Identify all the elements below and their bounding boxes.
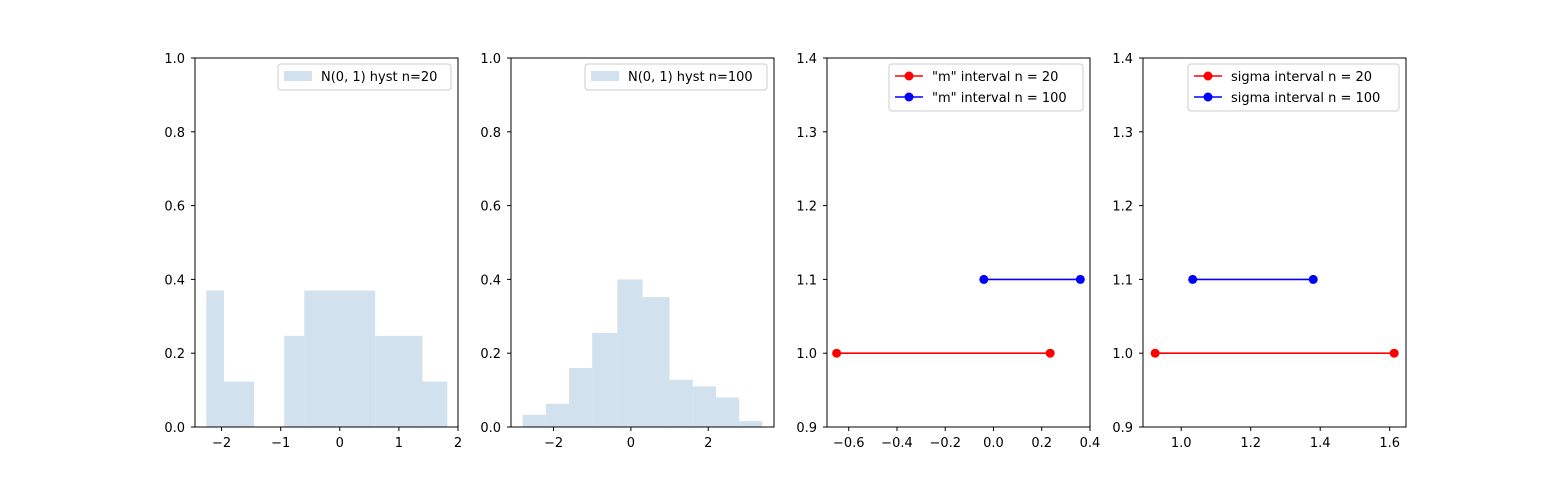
x-tick-label: 2 (454, 436, 462, 451)
histogram-bar (522, 414, 546, 427)
histogram-bar (739, 421, 763, 427)
legend-swatch (284, 71, 312, 81)
y-tick-label: 0.9 (1112, 421, 1133, 436)
y-tick-label: 0.0 (480, 421, 501, 436)
y-tick-label: 0.8 (164, 126, 185, 141)
subplot-2: −2 0 2 0.0 0.2 0.4 0.6 0.8 1.0 N(0, 1) hyst n=100 (480, 52, 775, 451)
x-tick-label: 1.4 (1310, 436, 1331, 451)
legend-label: sigma interval n = 20 (1231, 70, 1372, 85)
interval-point (832, 348, 842, 358)
subplot-1: −2 −1 0 1 2 0.0 0.2 0.4 0.6 0.8 1.0 N(0, 1) hyst n=… (164, 52, 462, 451)
legend-box (584, 63, 768, 91)
legend-label: "m" interval n = 20 (932, 70, 1058, 85)
x-tick-label: −2 (544, 436, 563, 451)
y-tick-label: 1.1 (1112, 273, 1133, 288)
interval-point (979, 274, 989, 284)
histogram-bar (422, 381, 448, 427)
x-tick-label: −0.6 (833, 436, 865, 451)
y-tick-label: 1.0 (480, 52, 501, 67)
y-tick-label: 0.6 (164, 200, 185, 215)
legend: sigma interval n = 20 sigma interval n = … (1187, 63, 1400, 112)
histogram-bar (206, 290, 224, 427)
legend: N(0, 1) hyst n=100 (584, 63, 768, 91)
legend-marker (1203, 71, 1213, 81)
x-tick-label: 0.4 (1080, 436, 1101, 451)
y-tick-label: 1.2 (1112, 200, 1133, 215)
legend: N(0, 1) hyst n=20 (277, 63, 452, 91)
subplot-4: 1.0 1.2 1.4 1.6 0.9 1.0 1.1 1.2 1.3 1.4 sigma inte… (1112, 52, 1407, 451)
axes-frame (1142, 57, 1407, 428)
x-tick-label: −1 (271, 436, 290, 451)
legend-box (1187, 63, 1400, 112)
y-tick-label: 0.8 (480, 126, 501, 141)
y-tick-label: 0.4 (480, 273, 501, 288)
legend-label: "m" interval n = 100 (932, 91, 1067, 106)
x-tick-label: 1.6 (1379, 436, 1400, 451)
legend-swatch (591, 71, 619, 81)
x-tick-label: 2 (704, 436, 712, 451)
histogram-bar (375, 335, 423, 427)
histogram-bar (223, 381, 255, 427)
histogram-bar (304, 290, 376, 427)
x-tick-label: 1.2 (1240, 436, 1261, 451)
y-tick-label: 0.2 (164, 347, 185, 362)
subplot-3: −0.6 −0.4 −0.2 0.0 0.2 0.4 0.9 1.0 1.1 1.2 1.3 1.4 "… (796, 52, 1100, 451)
legend-marker (904, 92, 914, 102)
x-tick-label: 0 (336, 436, 344, 451)
x-tick-label: 0 (627, 436, 635, 451)
interval-point (1075, 274, 1085, 284)
histogram-bar (642, 297, 670, 427)
y-tick-label: 1.1 (796, 273, 817, 288)
x-tick-label: 0.0 (983, 436, 1004, 451)
y-tick-label: 1.0 (164, 52, 185, 67)
histogram-bar (692, 386, 716, 427)
x-tick-label: −0.2 (929, 436, 961, 451)
histogram-bar (592, 332, 618, 427)
x-tick-label: 0.2 (1031, 436, 1052, 451)
y-tick-label: 1.0 (796, 347, 817, 362)
legend-box (277, 63, 452, 91)
y-tick-label: 0.4 (164, 273, 185, 288)
y-tick-label: 1.0 (1112, 347, 1133, 362)
y-tick-label: 1.4 (1112, 52, 1133, 67)
axes-frame (510, 57, 775, 428)
interval-point (1188, 274, 1198, 284)
interval-point (1045, 348, 1055, 358)
y-tick-label: 1.3 (1112, 126, 1133, 141)
legend-label: sigma interval n = 100 (1231, 91, 1380, 106)
legend-marker (904, 71, 914, 81)
y-tick-label: 1.2 (796, 200, 817, 215)
legend-box (888, 63, 1084, 112)
legend-marker (1203, 92, 1213, 102)
histogram-bar (284, 335, 305, 427)
interval-point (1389, 348, 1399, 358)
legend-label: N(0, 1) hyst n=100 (628, 70, 753, 85)
histogram-bar (569, 367, 593, 427)
histogram-bar (617, 279, 643, 427)
legend-label: N(0, 1) hyst n=20 (321, 70, 437, 85)
x-tick-label: −2 (212, 436, 231, 451)
histogram-bar (669, 379, 693, 427)
y-tick-label: 1.4 (796, 52, 817, 67)
y-tick-label: 1.3 (796, 126, 817, 141)
axes-frame (194, 57, 459, 428)
legend: "m" interval n = 20 "m" interval n = 100 (888, 63, 1084, 112)
x-tick-label: 1 (395, 436, 403, 451)
y-tick-label: 0.6 (480, 200, 501, 215)
y-tick-label: 0.0 (164, 421, 185, 436)
x-tick-label: 1.0 (1171, 436, 1192, 451)
interval-point (1150, 348, 1160, 358)
histogram-bar (545, 403, 570, 427)
y-tick-label: 0.2 (480, 347, 501, 362)
x-tick-label: −0.4 (881, 436, 913, 451)
y-tick-label: 0.9 (796, 421, 817, 436)
histogram-bar (715, 397, 740, 427)
axes-frame (826, 57, 1091, 428)
interval-point (1308, 274, 1318, 284)
